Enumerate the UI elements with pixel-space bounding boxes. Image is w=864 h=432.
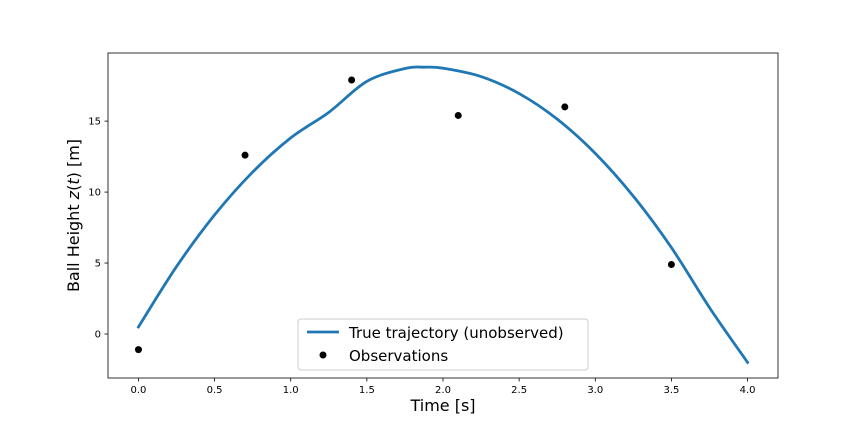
- observation-point: [561, 103, 569, 111]
- x-tick-label: 3.0: [587, 385, 603, 396]
- observation-point: [134, 346, 142, 354]
- y-axis-title-paren: (: [64, 185, 83, 191]
- x-tick-label: 0.5: [207, 385, 223, 396]
- y-axis-title-t: t: [64, 178, 83, 185]
- y-axis-title-prefix: Ball Height: [64, 199, 83, 292]
- observation-point: [241, 151, 249, 159]
- x-tick-label: 0.0: [131, 385, 147, 396]
- x-tick-label: 1.0: [283, 385, 299, 396]
- series-line-true-trajectory: [136, 65, 750, 365]
- observation-point: [667, 260, 675, 268]
- legend: True trajectory (unobserved) Observation…: [297, 318, 589, 371]
- x-tick-label: 2.5: [511, 385, 527, 396]
- y-axis-title-suffix: ) [m]: [64, 139, 83, 178]
- x-tick-label: 2.0: [435, 385, 451, 396]
- legend-label-true-trajectory: True trajectory (unobserved): [348, 324, 564, 342]
- x-tick-label: 4.0: [740, 385, 756, 396]
- y-axis-title-variable: z: [64, 190, 83, 200]
- y-tick-label: 5: [95, 259, 101, 270]
- ticks: 0.0 0.5 1.0 1.5 2.0 2.5 3.0 3.5 4.0 0 5 10 15: [88, 117, 755, 396]
- x-tick-label: 3.5: [663, 385, 679, 396]
- y-tick-label: 10: [88, 188, 101, 199]
- legend-label-observations: Observations: [349, 347, 448, 365]
- y-tick-label: 15: [88, 117, 101, 128]
- series-layer: [134, 65, 750, 365]
- observation-point: [454, 111, 462, 119]
- legend-marker-swatch: [319, 351, 327, 359]
- y-tick-label: 0: [95, 330, 101, 341]
- observation-point: [348, 76, 356, 84]
- x-tick-label: 1.5: [359, 385, 375, 396]
- legend-box: [297, 318, 589, 371]
- y-axis-title: Ball Height z(t) [m]: [64, 139, 83, 292]
- x-axis-title: Time [s]: [409, 396, 475, 415]
